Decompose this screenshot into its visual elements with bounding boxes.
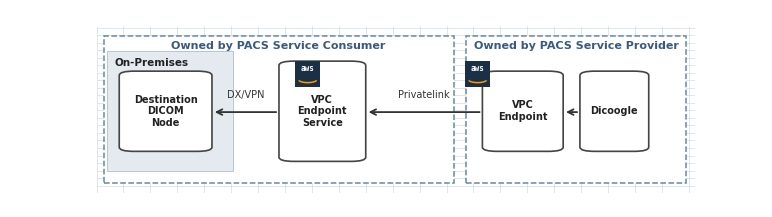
FancyBboxPatch shape — [103, 36, 454, 183]
Text: On-Premises: On-Premises — [114, 58, 188, 68]
Text: aws: aws — [301, 64, 315, 73]
FancyBboxPatch shape — [466, 36, 686, 183]
Text: Privatelink: Privatelink — [398, 90, 449, 100]
FancyBboxPatch shape — [465, 61, 490, 87]
Text: aws: aws — [471, 64, 485, 73]
FancyBboxPatch shape — [295, 61, 320, 87]
FancyBboxPatch shape — [279, 61, 366, 161]
FancyBboxPatch shape — [482, 71, 564, 151]
FancyBboxPatch shape — [119, 71, 212, 151]
Text: Dicoogle: Dicoogle — [591, 106, 638, 116]
Text: DX/VPN: DX/VPN — [227, 90, 264, 100]
Text: VPC
Endpoint: VPC Endpoint — [498, 100, 547, 122]
Text: VPC
Endpoint
Service: VPC Endpoint Service — [298, 95, 347, 128]
Text: Owned by PACS Service Consumer: Owned by PACS Service Consumer — [171, 41, 386, 51]
FancyBboxPatch shape — [580, 71, 648, 151]
Text: Owned by PACS Service Provider: Owned by PACS Service Provider — [474, 41, 679, 51]
FancyBboxPatch shape — [107, 51, 233, 171]
Text: Destination
DICOM
Node: Destination DICOM Node — [134, 95, 198, 128]
